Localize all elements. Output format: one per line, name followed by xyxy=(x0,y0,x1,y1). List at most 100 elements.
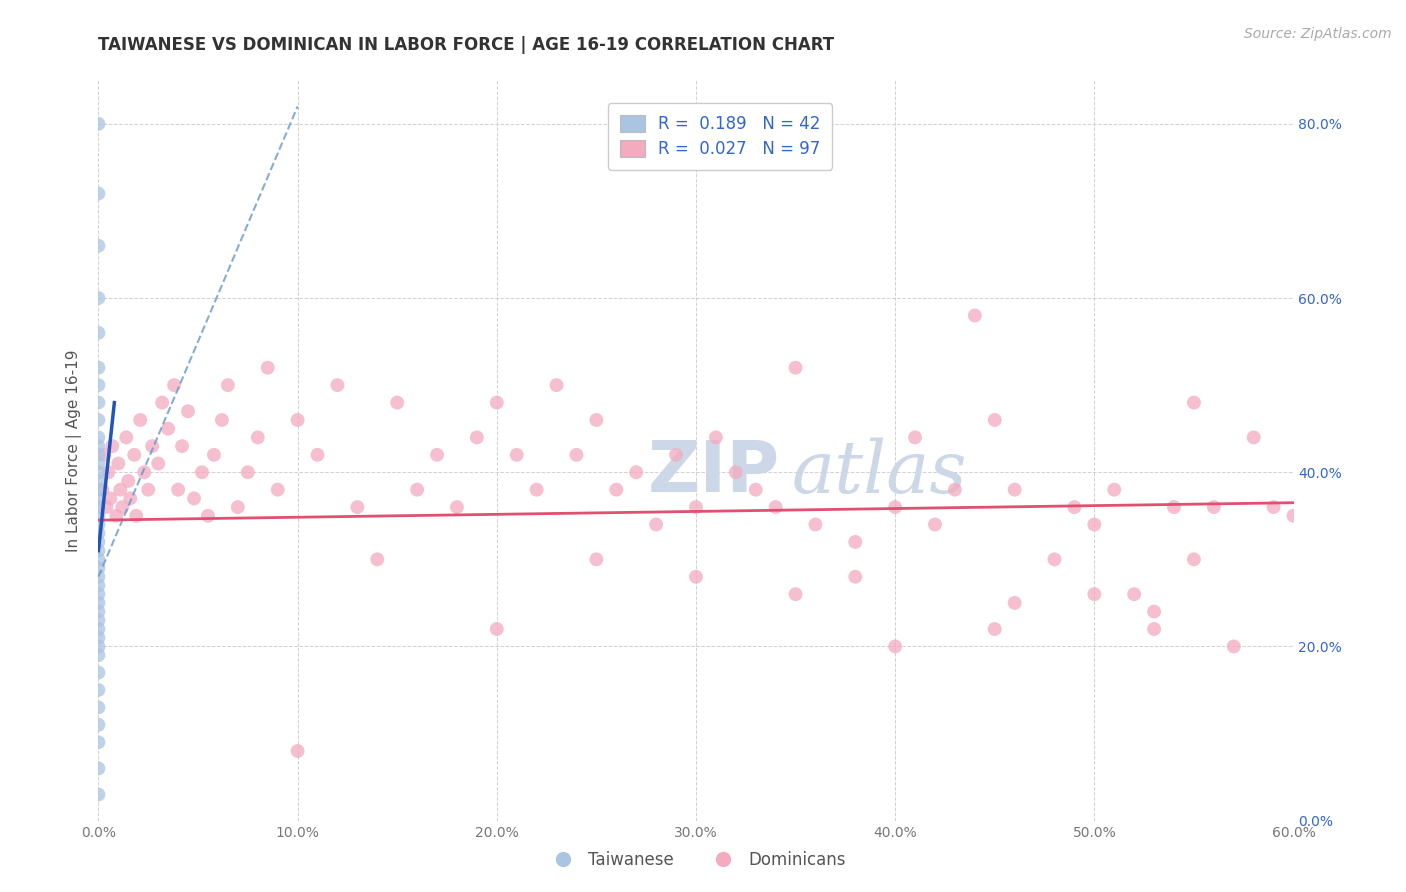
Point xyxy=(87,605,110,619)
Point xyxy=(585,413,607,427)
Point xyxy=(426,448,449,462)
Point xyxy=(87,613,110,627)
Point xyxy=(904,430,927,444)
Point xyxy=(87,517,110,532)
Point xyxy=(87,622,110,636)
Point xyxy=(197,508,219,523)
Point xyxy=(1163,500,1185,514)
Point xyxy=(1202,500,1225,514)
Point xyxy=(87,378,110,392)
Point xyxy=(191,465,214,479)
Point xyxy=(685,570,707,584)
Point xyxy=(565,448,588,462)
Point xyxy=(150,395,173,409)
Point xyxy=(226,500,249,514)
Point xyxy=(1043,552,1066,566)
Point xyxy=(91,483,114,497)
Point xyxy=(406,483,429,497)
Point xyxy=(1004,596,1026,610)
Point xyxy=(1182,395,1205,409)
Y-axis label: In Labor Force | Age 16-19: In Labor Force | Age 16-19 xyxy=(66,349,83,552)
Point xyxy=(87,735,110,749)
Point xyxy=(87,578,110,592)
Point xyxy=(1102,483,1125,497)
Point xyxy=(87,448,110,462)
Text: atlas: atlas xyxy=(792,437,967,508)
Point xyxy=(884,500,907,514)
Text: TAIWANESE VS DOMINICAN IN LABOR FORCE | AGE 16-19 CORRELATION CHART: TAIWANESE VS DOMINICAN IN LABOR FORCE | … xyxy=(98,36,835,54)
Point xyxy=(745,483,768,497)
Point xyxy=(287,744,309,758)
Point xyxy=(1222,640,1246,654)
Point xyxy=(1243,430,1265,444)
Point xyxy=(704,430,727,444)
Point xyxy=(87,483,110,497)
Point xyxy=(943,483,966,497)
Point xyxy=(724,465,747,479)
Point xyxy=(87,491,110,506)
Point xyxy=(506,448,529,462)
Point xyxy=(1143,622,1166,636)
Point xyxy=(148,457,170,471)
Point xyxy=(87,683,110,698)
Point xyxy=(1083,587,1105,601)
Point xyxy=(87,239,110,253)
Point xyxy=(117,474,139,488)
Point xyxy=(87,117,110,131)
Point xyxy=(163,378,186,392)
Point xyxy=(87,291,110,305)
Point xyxy=(87,439,110,453)
Point xyxy=(93,448,115,462)
Point xyxy=(211,413,233,427)
Point xyxy=(267,483,290,497)
Point xyxy=(129,413,152,427)
Point xyxy=(110,483,132,497)
Point xyxy=(87,465,110,479)
Point xyxy=(96,500,118,514)
Legend: Taiwanese, Dominicans: Taiwanese, Dominicans xyxy=(540,844,852,875)
Point xyxy=(87,360,110,375)
Point xyxy=(963,309,986,323)
Point xyxy=(385,395,409,409)
Point xyxy=(87,500,110,514)
Point xyxy=(124,448,146,462)
Point xyxy=(134,465,156,479)
Point xyxy=(546,378,568,392)
Text: Source: ZipAtlas.com: Source: ZipAtlas.com xyxy=(1244,27,1392,41)
Text: ZIP: ZIP xyxy=(647,438,779,508)
Point xyxy=(665,448,688,462)
Point xyxy=(785,587,807,601)
Point xyxy=(100,491,122,506)
Point xyxy=(785,360,807,375)
Point xyxy=(685,500,707,514)
Point xyxy=(1083,517,1105,532)
Point xyxy=(87,186,110,201)
Point xyxy=(172,439,194,453)
Point xyxy=(87,474,110,488)
Point xyxy=(167,483,190,497)
Point xyxy=(120,491,142,506)
Point xyxy=(844,535,866,549)
Point xyxy=(87,561,110,575)
Point xyxy=(87,648,110,662)
Point xyxy=(87,413,110,427)
Point xyxy=(307,448,329,462)
Point xyxy=(1063,500,1085,514)
Point xyxy=(1143,605,1166,619)
Point xyxy=(87,631,110,645)
Point xyxy=(1004,483,1026,497)
Point xyxy=(526,483,548,497)
Point xyxy=(924,517,946,532)
Point xyxy=(87,761,110,775)
Point xyxy=(125,508,148,523)
Point xyxy=(1282,508,1305,523)
Point xyxy=(844,570,866,584)
Point xyxy=(141,439,163,453)
Point xyxy=(1182,552,1205,566)
Point xyxy=(87,788,110,802)
Point xyxy=(87,700,110,714)
Point xyxy=(87,587,110,601)
Point xyxy=(87,526,110,541)
Point xyxy=(605,483,627,497)
Point xyxy=(446,500,468,514)
